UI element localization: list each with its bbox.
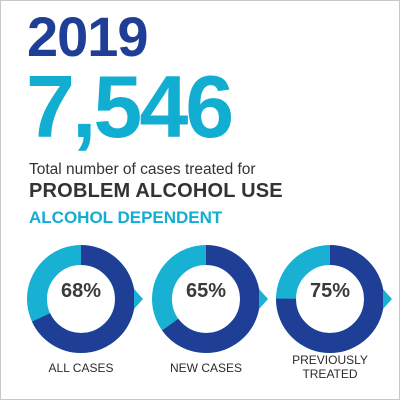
year-heading: 2019 <box>27 5 149 68</box>
donut-arrow-tip-previously-treated <box>383 289 392 309</box>
donut-chart-previously-treated: 75% <box>274 243 392 355</box>
donut-value-arc-all-cases <box>27 245 135 353</box>
total-cases-number: 7,546 <box>26 57 234 156</box>
donut-svg-previously-treated <box>276 245 392 353</box>
donut-percent-label-new-cases: 65% <box>185 280 227 302</box>
donut-percent-label-previously-treated: 75% <box>309 280 351 302</box>
donut-chart-new-cases: 65% <box>150 243 268 355</box>
donut-arrow-tip-all-cases <box>134 289 143 309</box>
donut-svg-all-cases <box>27 245 143 353</box>
subtitle-line-2: PROBLEM ALCOHOL USE <box>29 180 283 202</box>
donut-value-arc-previously-treated <box>276 245 384 353</box>
donut-svg-new-cases <box>152 245 268 353</box>
section-heading: ALCOHOL DEPENDENT <box>29 208 223 227</box>
subtitle-line-1: Total number of cases treated for <box>29 161 256 178</box>
donut-caption-all-cases: ALL CASES <box>48 361 114 375</box>
donut-arrow-tip-new-cases <box>259 289 268 309</box>
donut-caption-previously-treated: PREVIOUSLY TREATED <box>292 353 368 381</box>
donut-chart-all-cases: 68% <box>25 243 143 355</box>
donut-value-arc-new-cases <box>152 245 260 353</box>
donut-percent-label-all-cases: 68% <box>60 280 102 302</box>
donut-caption-new-cases: NEW CASES <box>169 361 242 375</box>
